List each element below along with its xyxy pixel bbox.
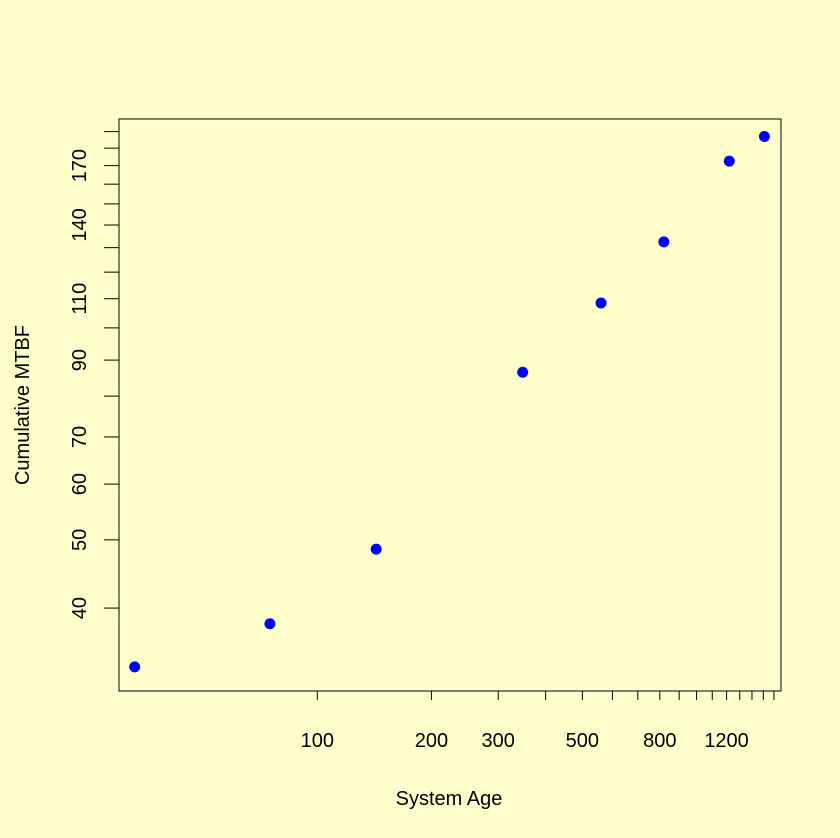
y-axis-title: Cumulative MTBF — [12, 325, 34, 485]
data-point — [658, 236, 670, 248]
x-tick-label-1200: 1200 — [704, 730, 749, 752]
y-tick-label-50: 50 — [69, 529, 91, 551]
data-point — [595, 297, 607, 309]
y-tick-label-110: 110 — [69, 283, 91, 315]
y-tick-label-170: 170 — [69, 149, 91, 182]
data-point — [517, 366, 529, 378]
y-tick-label-140: 140 — [69, 208, 91, 241]
y-tick-label-60: 60 — [69, 473, 91, 495]
y-axis: 40 50 60 70 90 110 140 170 — [69, 131, 119, 619]
y-tick-label-40: 40 — [69, 597, 91, 619]
y-tick-label-90: 90 — [69, 349, 91, 371]
data-point — [758, 130, 770, 142]
x-tick-label-200: 200 — [415, 730, 448, 752]
y-tick-label-70: 70 — [69, 426, 91, 448]
x-axis-title: System Age — [396, 788, 503, 810]
data-point — [723, 155, 735, 167]
data-point — [264, 618, 276, 630]
data-point — [370, 543, 382, 555]
data-points — [129, 130, 770, 673]
plot-frame — [118, 118, 782, 692]
x-tick-label-300: 300 — [482, 730, 515, 752]
x-tick-label-100: 100 — [301, 730, 334, 752]
x-tick-label-800: 800 — [643, 730, 676, 752]
x-axis: 100 200 300 500 800 1200 — [301, 691, 775, 752]
x-tick-label-500: 500 — [566, 730, 599, 752]
data-point — [129, 661, 141, 673]
